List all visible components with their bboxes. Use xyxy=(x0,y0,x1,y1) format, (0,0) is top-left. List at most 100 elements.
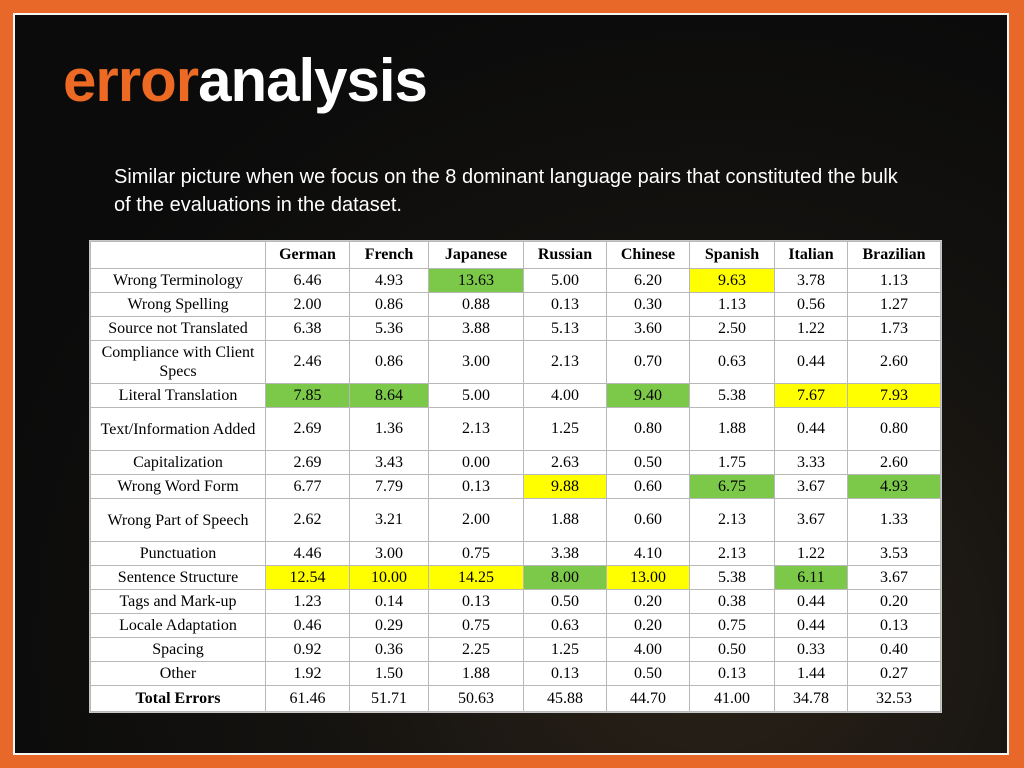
table-cell: 3.00 xyxy=(349,541,429,566)
table-cell: 0.44 xyxy=(774,613,848,638)
table-cell: 3.67 xyxy=(774,498,848,542)
table-cell: 3.78 xyxy=(774,268,848,293)
table-row: Spacing 0.92 0.36 2.25 1.25 4.00 0.50 0.33 0.40 xyxy=(90,637,941,662)
table-cell: 0.46 xyxy=(265,613,350,638)
table-cell: 2.13 xyxy=(428,407,524,451)
table-row: Wrong Terminology 6.46 4.93 13.63 5.00 6.20 9.… xyxy=(90,268,941,293)
table-cell: 1.88 xyxy=(428,661,524,686)
row-label: Wrong Word Form xyxy=(90,474,266,499)
table-cell: 0.44 xyxy=(774,407,848,451)
table-cell: 0.20 xyxy=(847,589,941,614)
row-label: Literal Translation xyxy=(90,383,266,408)
table-cell: 1.75 xyxy=(689,450,775,475)
table-row: Other 1.92 1.50 1.88 0.13 0.50 0.13 1.44 0.27 xyxy=(90,661,941,686)
table-cell: 10.00 xyxy=(349,565,429,590)
table-cell: 0.27 xyxy=(847,661,941,686)
title-main-word: analysis xyxy=(198,47,428,114)
table-cell: 1.22 xyxy=(774,316,848,341)
table-cell: 1.25 xyxy=(523,407,607,451)
table-header-cell: Brazilian xyxy=(847,241,941,269)
table-cell: 3.38 xyxy=(523,541,607,566)
table-cell: 0.75 xyxy=(689,613,775,638)
table-row: Tags and Mark-up 1.23 0.14 0.13 0.50 0.20 0.38… xyxy=(90,589,941,614)
slide-subtitle: Similar picture when we focus on the 8 d… xyxy=(114,166,898,216)
table-cell: 1.88 xyxy=(523,498,607,542)
total-cell: 45.88 xyxy=(523,685,607,712)
table-cell: 0.50 xyxy=(523,589,607,614)
table-cell: 5.13 xyxy=(523,316,607,341)
row-label: Compliance with Client Specs xyxy=(90,340,266,384)
table-cell: 1.50 xyxy=(349,661,429,686)
table-cell: 0.75 xyxy=(428,541,524,566)
table-cell: 0.30 xyxy=(606,292,690,317)
table-cell: 2.00 xyxy=(265,292,350,317)
table-row: Wrong Part of Speech 2.62 3.21 2.00 1.88 0.60… xyxy=(90,498,941,542)
table-cell: 2.60 xyxy=(847,450,941,475)
table-cell: 0.44 xyxy=(774,340,848,384)
table-cell: 0.63 xyxy=(689,340,775,384)
table-cell: 0.80 xyxy=(847,407,941,451)
slide-title: erroranalysis xyxy=(63,43,428,119)
table-cell: 0.33 xyxy=(774,637,848,662)
table-cell: 6.46 xyxy=(265,268,350,293)
table-cell: 0.60 xyxy=(606,474,690,499)
table-cell: 4.93 xyxy=(847,474,941,499)
table-header-row: German French Japanese Russian Chinese Spanis… xyxy=(90,241,941,269)
table-cell: 0.86 xyxy=(349,292,429,317)
table-cell: 2.46 xyxy=(265,340,350,384)
table-cell: 3.00 xyxy=(428,340,524,384)
table-cell: 1.22 xyxy=(774,541,848,566)
table-cell: 1.73 xyxy=(847,316,941,341)
table-header-cell: German xyxy=(265,241,350,269)
table-cell: 0.75 xyxy=(428,613,524,638)
table-cell: 0.36 xyxy=(349,637,429,662)
row-label: Wrong Terminology xyxy=(90,268,266,293)
table-cell: 0.29 xyxy=(349,613,429,638)
table-cell: 1.36 xyxy=(349,407,429,451)
table-cell: 1.25 xyxy=(523,637,607,662)
table-cell: 13.63 xyxy=(428,268,524,293)
table-header-cell: Italian xyxy=(774,241,848,269)
table-row: Literal Translation 7.85 8.64 5.00 4.00 9.40 5… xyxy=(90,383,941,408)
table-cell: 1.92 xyxy=(265,661,350,686)
table-cell: 2.00 xyxy=(428,498,524,542)
table-header-cell: Japanese xyxy=(428,241,524,269)
title-accent-word: error xyxy=(63,47,199,114)
table-cell: 0.13 xyxy=(847,613,941,638)
total-cell: 44.70 xyxy=(606,685,690,712)
table-cell: 3.43 xyxy=(349,450,429,475)
table-cell: 2.63 xyxy=(523,450,607,475)
total-cell: 32.53 xyxy=(847,685,941,712)
table-cell: 3.67 xyxy=(774,474,848,499)
table-cell: 0.20 xyxy=(606,589,690,614)
table-row: Wrong Word Form 6.77 7.79 0.13 9.88 0.60 6.75 3… xyxy=(90,474,941,499)
row-label: Tags and Mark-up xyxy=(90,589,266,614)
table-cell: 4.93 xyxy=(349,268,429,293)
table-cell: 2.25 xyxy=(428,637,524,662)
table-cell: 0.92 xyxy=(265,637,350,662)
table-cell: 2.13 xyxy=(523,340,607,384)
table-cell: 5.36 xyxy=(349,316,429,341)
table-header-cell: Chinese xyxy=(606,241,690,269)
table-cell: 0.13 xyxy=(428,589,524,614)
table-total-row: Total Errors 61.46 51.71 50.63 45.88 44.70 41.… xyxy=(90,685,941,712)
table-cell: 2.60 xyxy=(847,340,941,384)
table-cell: 4.00 xyxy=(606,637,690,662)
table-cell: 2.62 xyxy=(265,498,350,542)
table-row: Wrong Spelling 2.00 0.86 0.88 0.13 0.30 1.13 0.… xyxy=(90,292,941,317)
table-cell: 6.77 xyxy=(265,474,350,499)
table-header-corner xyxy=(90,241,266,269)
table-cell: 7.93 xyxy=(847,383,941,408)
row-label: Wrong Part of Speech xyxy=(90,498,266,542)
row-label: Capitalization xyxy=(90,450,266,475)
table-cell: 4.00 xyxy=(523,383,607,408)
total-cell: 51.71 xyxy=(349,685,429,712)
table-header-cell: Russian xyxy=(523,241,607,269)
table-cell: 3.33 xyxy=(774,450,848,475)
table-cell: 0.44 xyxy=(774,589,848,614)
table-cell: 0.88 xyxy=(428,292,524,317)
table-cell: 1.88 xyxy=(689,407,775,451)
row-label: Text/Information Added xyxy=(90,407,266,451)
table-row: Sentence Structure 12.54 10.00 14.25 8.00 13.… xyxy=(90,565,941,590)
table-cell: 7.67 xyxy=(774,383,848,408)
